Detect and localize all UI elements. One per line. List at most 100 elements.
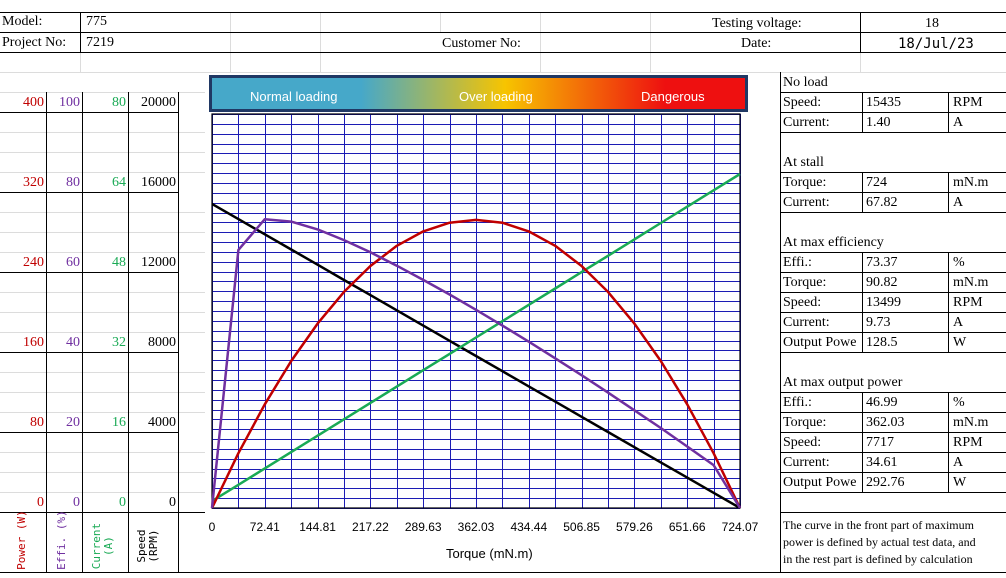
- stall-current-value: 67.82: [866, 195, 898, 210]
- x-tick-label: 434.44: [510, 520, 547, 534]
- effi-axis-tick: 80: [66, 175, 80, 190]
- effi-axis-tick: 60: [66, 255, 80, 270]
- maxpow-current-value: 34.61: [866, 455, 898, 470]
- noload-current-label: Current:: [783, 115, 830, 130]
- maxeff-title: At max efficiency: [783, 235, 884, 250]
- x-tick-label: 217.22: [352, 520, 389, 534]
- current-axis-tick: 32: [112, 335, 126, 350]
- speed-axis-tick: 4000: [148, 415, 176, 430]
- stall-torque-value: 724: [866, 175, 887, 190]
- maxeff-power-unit: W: [953, 335, 967, 350]
- maxpow-title: At max output power: [783, 375, 903, 390]
- series-line-power: [210, 218, 742, 509]
- effi-axis-tick: 20: [66, 415, 80, 430]
- x-tick-label: 0: [209, 520, 216, 534]
- current-axis-tick: 0: [119, 495, 126, 510]
- sheet-borders: [0, 12, 1006, 573]
- noload-speed-label: Speed:: [783, 95, 822, 110]
- maxeff-speed-unit: RPM: [953, 295, 983, 310]
- series-line-effi: [210, 217, 742, 509]
- x-tick-label: 579.26: [616, 520, 653, 534]
- x-tick-label: 144.81: [299, 520, 336, 534]
- current-axis-tick: 16: [112, 415, 126, 430]
- maxpow-speed-unit: RPM: [953, 435, 983, 450]
- maxeff-torque-value: 90.82: [866, 275, 898, 290]
- maxpow-effi-unit: %: [953, 395, 965, 410]
- maxpow-speed-value: 7717: [866, 435, 894, 450]
- speed-axis-tick: 0: [169, 495, 176, 510]
- maxeff-speed-label: Speed:: [783, 295, 822, 310]
- maxeff-effi-value: 73.37: [866, 255, 898, 270]
- maxpow-torque-unit: mN.m: [953, 415, 989, 430]
- power-axis-tick: 240: [23, 255, 44, 270]
- maxpow-current-label: Current:: [783, 455, 830, 470]
- current-axis-tick: 64: [112, 175, 126, 190]
- x-tick-label: 72.41: [250, 520, 280, 534]
- note-line-3: in the rest part is defined by calculati…: [783, 552, 973, 566]
- maxeff-effi-unit: %: [953, 255, 965, 270]
- speed-axis-tick: 12000: [141, 255, 176, 270]
- maxeff-torque-unit: mN.m: [953, 275, 989, 290]
- plot-grid: [212, 114, 741, 509]
- effi-axis-tick: 100: [59, 95, 80, 110]
- project-label: Project No:: [2, 35, 67, 50]
- current-axis-tick: 48: [112, 255, 126, 270]
- noload-speed-unit: RPM: [953, 95, 983, 110]
- sheet-gridlines: [0, 12, 1006, 493]
- project-value: 7219: [86, 35, 114, 50]
- noload-current-value: 1.40: [866, 115, 891, 130]
- note-line-1: The curve in the front part of maximum: [783, 518, 974, 532]
- maxpow-torque-label: Torque:: [783, 415, 827, 430]
- power-axis-tick: 160: [23, 335, 44, 350]
- maxeff-current-label: Current:: [783, 315, 830, 330]
- power-axis-tick: 80: [30, 415, 44, 430]
- stall-torque-label: Torque:: [783, 175, 827, 190]
- plot-frame: [211, 113, 741, 509]
- effi-axis-tick: 0: [73, 495, 80, 510]
- date-label: Date:: [741, 36, 772, 51]
- power-axis-tick: 400: [23, 95, 44, 110]
- noload-title: No load: [783, 75, 828, 90]
- banner-danger-label: Dangerous: [641, 89, 705, 104]
- power-axis-tick: 320: [23, 175, 44, 190]
- speed-axis-tick: 16000: [141, 175, 176, 190]
- maxpow-current-unit: A: [953, 455, 964, 470]
- maxeff-current-unit: A: [953, 315, 964, 330]
- series-line-speed: [211, 202, 741, 510]
- x-tick-label: 506.85: [563, 520, 600, 534]
- stall-torque-unit: mN.m: [953, 175, 989, 190]
- stall-current-label: Current:: [783, 195, 830, 210]
- power-axis-tick: 0: [37, 495, 44, 510]
- maxpow-power-label: Output Powe: [783, 475, 857, 490]
- x-tick-label: 651.66: [669, 520, 706, 534]
- maxpow-speed-label: Speed:: [783, 435, 822, 450]
- maxeff-power-label: Output Powe: [783, 335, 857, 350]
- maxeff-power-value: 128.5: [866, 335, 898, 350]
- maxeff-effi-label: Effi.:: [783, 255, 812, 270]
- noload-speed-value: 15435: [866, 95, 901, 110]
- banner-normal-label: Normal loading: [250, 89, 338, 104]
- stall-current-unit: A: [953, 195, 964, 210]
- maxpow-effi-label: Effi.:: [783, 395, 812, 410]
- voltage-value: 18: [925, 16, 939, 31]
- speed-axis-tick: 20000: [141, 95, 176, 110]
- x-axis-title: Torque (mN.m): [446, 546, 533, 561]
- customer-label: Customer No:: [442, 36, 521, 51]
- maxpow-torque-value: 362.03: [866, 415, 905, 430]
- x-tick-label: 362.03: [458, 520, 495, 534]
- x-tick-label: 724.07: [722, 520, 759, 534]
- noload-current-unit: A: [953, 115, 964, 130]
- current-axis-tick: 80: [112, 95, 126, 110]
- stats-table-lines: [780, 92, 1006, 493]
- maxpow-power-unit: W: [953, 475, 967, 490]
- maxpow-effi-value: 46.99: [866, 395, 898, 410]
- effi-axis-tick: 40: [66, 335, 80, 350]
- voltage-label: Testing voltage:: [712, 16, 802, 31]
- maxpow-power-value: 292.76: [866, 475, 905, 490]
- series-line-current: [211, 172, 741, 503]
- model-value: 775: [86, 14, 107, 29]
- speed-axis-tick: 8000: [148, 335, 176, 350]
- note-line-2: power is defined by actual test data, an…: [783, 535, 976, 549]
